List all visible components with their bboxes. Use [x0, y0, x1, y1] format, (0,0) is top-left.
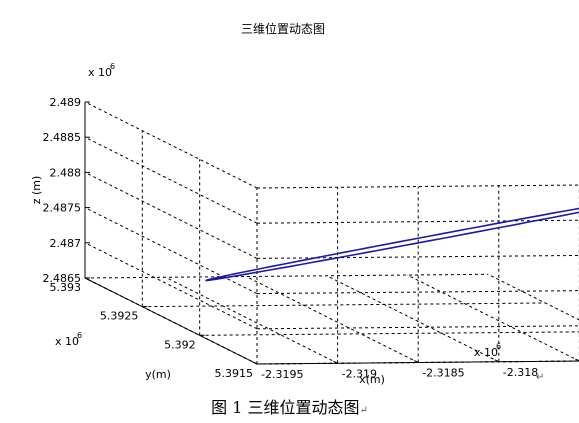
- x-tick-mark: [252, 361, 258, 365]
- chart-title: 三维位置动态图: [241, 21, 325, 36]
- x-exponent-base: x 10: [474, 346, 498, 359]
- y-exponent-base: x 10: [55, 335, 79, 348]
- x-tick-label: -2.319: [342, 367, 377, 380]
- z-exponent-power: 6: [110, 62, 115, 71]
- z-tick-label: 2.487: [50, 237, 82, 250]
- z-tick-label: 2.4885: [43, 131, 82, 144]
- x-tick-mark: [413, 360, 419, 363]
- x-tick-label: -2.3195: [261, 368, 303, 381]
- figure-caption: 图 1 三维位置动态图↵: [0, 394, 579, 418]
- x-tick-mark: [333, 360, 338, 364]
- axis-lines: [84, 101, 579, 365]
- x-exponent-power: 6: [496, 342, 501, 351]
- grid-lines: [84, 101, 579, 365]
- grid-line: [256, 325, 579, 330]
- grid-line: [84, 136, 258, 224]
- x-tick-label: -2.3185: [422, 367, 464, 380]
- grid-line: [256, 219, 579, 224]
- data-series: [205, 207, 579, 282]
- grid-line: [142, 302, 546, 308]
- x-axis-line: [256, 360, 579, 365]
- return-mark: ↵: [536, 372, 545, 383]
- grid-line: [84, 101, 258, 189]
- grid-line: [256, 184, 579, 189]
- return-mark: ↵: [359, 405, 368, 416]
- y-tick-label: 5.393: [50, 281, 82, 294]
- x-axis-label: x(m): [359, 373, 385, 386]
- y-axis-label: y(m): [145, 368, 171, 381]
- caption-text: 图 1 三维位置动态图: [211, 398, 360, 417]
- z-tick-label: 2.489: [50, 96, 82, 109]
- grid-line: [84, 242, 258, 330]
- grid-line: [165, 276, 338, 364]
- grid-line: [84, 207, 258, 295]
- grid-line: [84, 273, 489, 279]
- y-axis-line: [84, 277, 258, 365]
- grid-line: [487, 273, 579, 321]
- z-axis-label: z (m): [30, 176, 43, 205]
- y-exponent-power: 6: [77, 331, 82, 340]
- grid-line: [199, 331, 579, 336]
- grid-line: [326, 275, 500, 363]
- chart-3d-plot: 2.4865 2.487 2.4875 2.488 2.4885 2.489 5.3915 5…: [30, 21, 579, 386]
- z-tick-label: 2.488: [50, 166, 82, 179]
- y-tick-label: 5.3915: [215, 367, 254, 380]
- grid-line: [407, 274, 579, 362]
- z-exponent-base: x 10: [88, 66, 112, 79]
- tick-labels: 2.4865 2.487 2.4875 2.488 2.4885 2.489 5.3915 5…: [43, 96, 539, 381]
- y-tick-label: 5.3925: [100, 310, 139, 323]
- grid-line: [84, 171, 258, 259]
- grid-line: [256, 254, 579, 259]
- grid-line: [256, 290, 579, 295]
- z-tick-label: 2.4875: [43, 202, 82, 215]
- y-tick-label: 5.392: [164, 338, 196, 351]
- series-line-0: [205, 207, 579, 282]
- grid-line: [245, 276, 419, 363]
- z-tick-label: 2.4865: [43, 272, 82, 285]
- x-tick-mark: [494, 359, 500, 363]
- x-tick-label: -2.318: [503, 366, 538, 379]
